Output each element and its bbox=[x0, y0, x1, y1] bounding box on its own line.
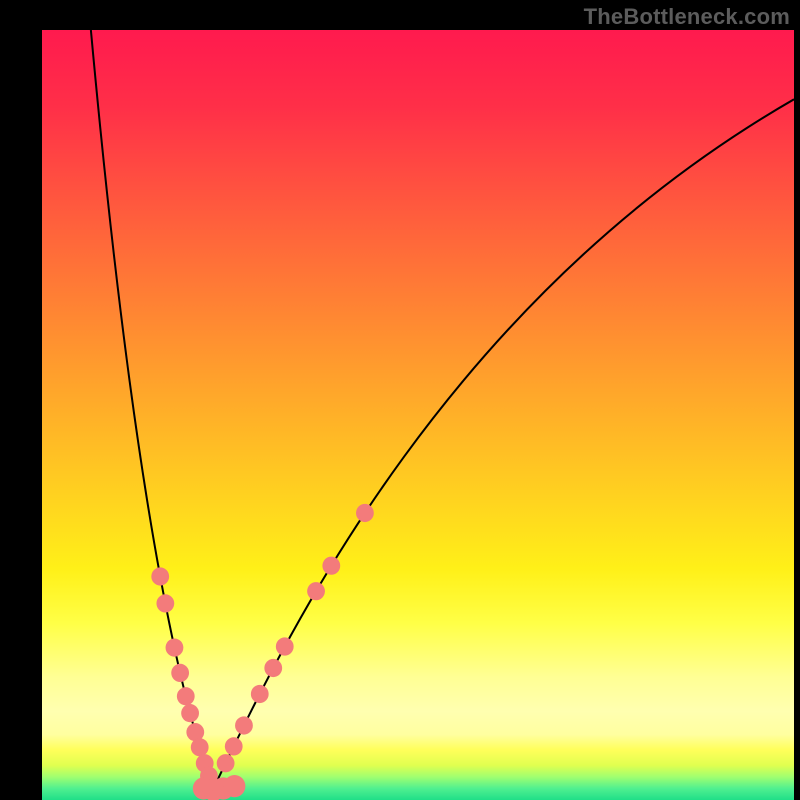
v-curve-path bbox=[91, 30, 794, 788]
data-point bbox=[251, 685, 269, 703]
data-markers bbox=[151, 504, 373, 800]
data-point bbox=[156, 594, 174, 612]
data-point bbox=[191, 738, 209, 756]
plot-area bbox=[42, 30, 794, 800]
data-point bbox=[356, 504, 374, 522]
data-point bbox=[235, 716, 253, 734]
data-point bbox=[217, 754, 235, 772]
data-point bbox=[276, 637, 294, 655]
bottleneck-curve bbox=[42, 30, 794, 800]
data-point bbox=[224, 775, 246, 797]
data-point bbox=[225, 737, 243, 755]
data-point bbox=[307, 582, 325, 600]
data-point bbox=[322, 557, 340, 575]
data-point bbox=[264, 659, 282, 677]
chart-frame: TheBottleneck.com bbox=[0, 0, 800, 800]
data-point bbox=[151, 567, 169, 585]
data-point bbox=[177, 687, 195, 705]
watermark-text: TheBottleneck.com bbox=[584, 4, 790, 30]
data-point bbox=[166, 639, 184, 657]
data-point bbox=[181, 704, 199, 722]
data-point bbox=[171, 664, 189, 682]
